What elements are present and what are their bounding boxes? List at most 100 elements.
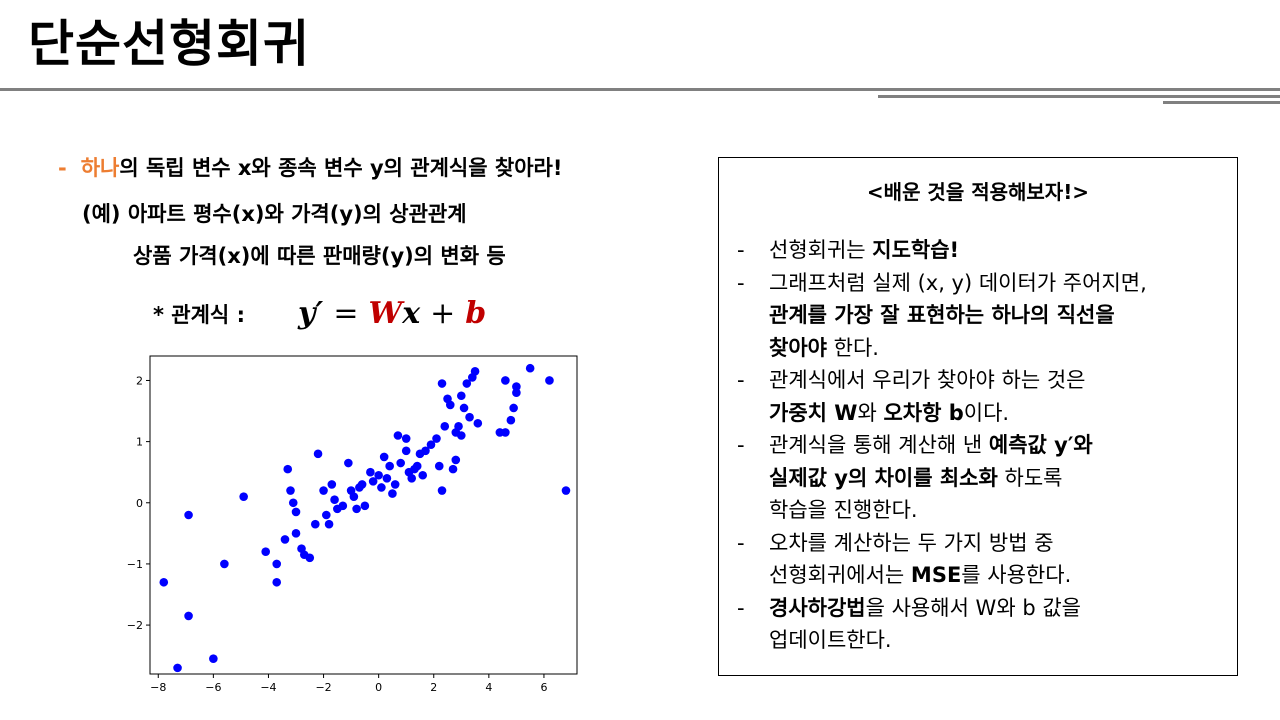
scatter-point bbox=[159, 577, 169, 587]
slide-title: 단순선형회귀 bbox=[28, 15, 310, 73]
plot-frame bbox=[149, 355, 578, 675]
item-text: 그래프처럼 실제 (x, y) 데이터가 주어지면, bbox=[769, 270, 1147, 295]
scatter-point bbox=[561, 486, 571, 495]
scatter-point bbox=[456, 391, 466, 401]
scatter-point bbox=[310, 519, 320, 529]
item-text: 를 사용한다. bbox=[961, 563, 1072, 587]
scatter-point bbox=[440, 422, 450, 431]
y-tick-label: −1 bbox=[127, 558, 143, 571]
item-text: 와 bbox=[857, 400, 884, 425]
scatter-point bbox=[385, 461, 394, 471]
scatter-point bbox=[184, 510, 193, 520]
item-bold: 실제값 y의 차이를 최소화 bbox=[769, 465, 998, 490]
eq-plus: + bbox=[430, 296, 456, 331]
eq-w: W bbox=[368, 296, 403, 331]
scatter-point bbox=[448, 464, 458, 474]
scatter-point bbox=[239, 492, 248, 501]
scatter-point bbox=[327, 480, 337, 489]
scatter-point bbox=[470, 366, 480, 376]
scatter-point bbox=[220, 559, 229, 569]
scatter-point bbox=[437, 486, 447, 495]
scatter-point bbox=[379, 452, 389, 462]
scatter-point bbox=[388, 489, 397, 498]
eq-y: y′ bbox=[298, 296, 324, 331]
scatter-point bbox=[184, 611, 193, 621]
scatter-point bbox=[407, 474, 417, 483]
left-line-2: (예) 아파트 평수(x)와 가격(y)의 상관관계 bbox=[82, 202, 467, 226]
scatter-point bbox=[272, 559, 282, 569]
scatter-point bbox=[366, 467, 375, 477]
x-tick-label: 4 bbox=[485, 681, 492, 694]
item-text: 이다. bbox=[963, 400, 1010, 425]
scatter-point bbox=[272, 577, 282, 587]
accent-rule-1 bbox=[878, 95, 1280, 98]
scatter-point bbox=[355, 483, 364, 492]
item-bold: 지도학습! bbox=[872, 238, 960, 262]
scatter-point bbox=[330, 495, 339, 505]
scatter-point bbox=[473, 418, 483, 428]
item-bold: 경사하강법 bbox=[769, 595, 866, 620]
scatter-point bbox=[393, 431, 403, 440]
list-item: - 오차를 계산하는 두 가지 방법 중 선형회귀에서는 MSE를 사용한다. bbox=[737, 527, 1147, 592]
scatter-point bbox=[459, 403, 469, 413]
scatter-point bbox=[377, 483, 386, 492]
item-text: 하도록 bbox=[997, 465, 1063, 490]
item-bold: 오차항 b bbox=[883, 400, 964, 425]
equation-label: * 관계식 : bbox=[153, 303, 245, 327]
scatter-point bbox=[418, 470, 428, 480]
scatter-point bbox=[401, 434, 411, 443]
x-tick-label: 6 bbox=[540, 681, 547, 694]
scatter-point bbox=[501, 376, 510, 385]
scatter-point bbox=[209, 654, 218, 664]
item-text: 업데이트한다. bbox=[769, 628, 892, 652]
eq-x: x bbox=[402, 296, 421, 331]
scatter-point bbox=[421, 446, 430, 456]
scatter-point bbox=[512, 382, 521, 391]
scatter-point bbox=[437, 379, 447, 388]
list-dash: - bbox=[737, 270, 745, 295]
scatter-point bbox=[324, 519, 334, 529]
scatter-point bbox=[288, 498, 298, 508]
y-tick-label: 1 bbox=[136, 436, 143, 449]
scatter-point bbox=[280, 535, 290, 544]
scatter-point bbox=[506, 415, 516, 425]
scatter-point bbox=[525, 363, 535, 373]
scatter-point bbox=[173, 663, 182, 673]
item-bold: MSE bbox=[910, 563, 962, 587]
list-dash: - bbox=[737, 433, 745, 457]
y-tick-label: 0 bbox=[136, 497, 143, 510]
accent-rule-2 bbox=[1163, 101, 1280, 104]
title-rule bbox=[0, 88, 1280, 91]
scatter-point bbox=[374, 470, 383, 480]
item-text: 을 사용해서 W와 b 값을 bbox=[865, 595, 1081, 620]
scatter-point bbox=[512, 388, 521, 397]
scatter-chart: −8 −6 −4 −2 0 2 4 6 −2 −1 0 1 2 bbox=[127, 355, 578, 694]
scatter-point bbox=[509, 403, 518, 413]
summary-list: - 선형회귀는 지도학습! - 그래프처럼 실제 (x, y) 데이터가 주어지면,… bbox=[737, 234, 1147, 657]
scatter-point bbox=[338, 501, 348, 511]
scatter-point bbox=[319, 486, 328, 495]
scatter-point bbox=[349, 492, 359, 501]
scatter-point bbox=[291, 507, 301, 517]
list-item: - 선형회귀는 지도학습! bbox=[737, 234, 1147, 267]
item-bold: 예측값 y′와 bbox=[988, 433, 1093, 457]
list-dash: - bbox=[737, 530, 745, 555]
item-text: 오차를 계산하는 두 가지 방법 중 bbox=[769, 530, 1054, 555]
list-item: - 관계식을 통해 계산해 낸 예측값 y′와 실제값 y의 차이를 최소화 하도록… bbox=[737, 429, 1147, 527]
scatter-point bbox=[390, 480, 400, 489]
scatter-point bbox=[360, 501, 370, 511]
scatter-point bbox=[426, 440, 436, 449]
y-tick-label: −2 bbox=[127, 619, 143, 632]
item-bold: 찾아야 bbox=[769, 335, 827, 360]
scatter-point bbox=[286, 486, 295, 495]
list-item: - 그래프처럼 실제 (x, y) 데이터가 주어지면, 관계를 가장 잘 표현하는… bbox=[737, 267, 1147, 365]
scatter-point bbox=[396, 458, 405, 468]
scatter-point bbox=[291, 529, 301, 538]
item-text: 한다. bbox=[826, 335, 879, 360]
item-text: 선형회귀는 bbox=[769, 238, 873, 262]
list-item: - 관계식에서 우리가 찾아야 하는 것은 가중치 W와 오차항 b이다. bbox=[737, 364, 1147, 429]
list-dash: - bbox=[737, 595, 745, 620]
scatter-point bbox=[451, 428, 461, 437]
item-bold: 가중치 W bbox=[769, 400, 858, 425]
scatter-point bbox=[368, 477, 378, 486]
